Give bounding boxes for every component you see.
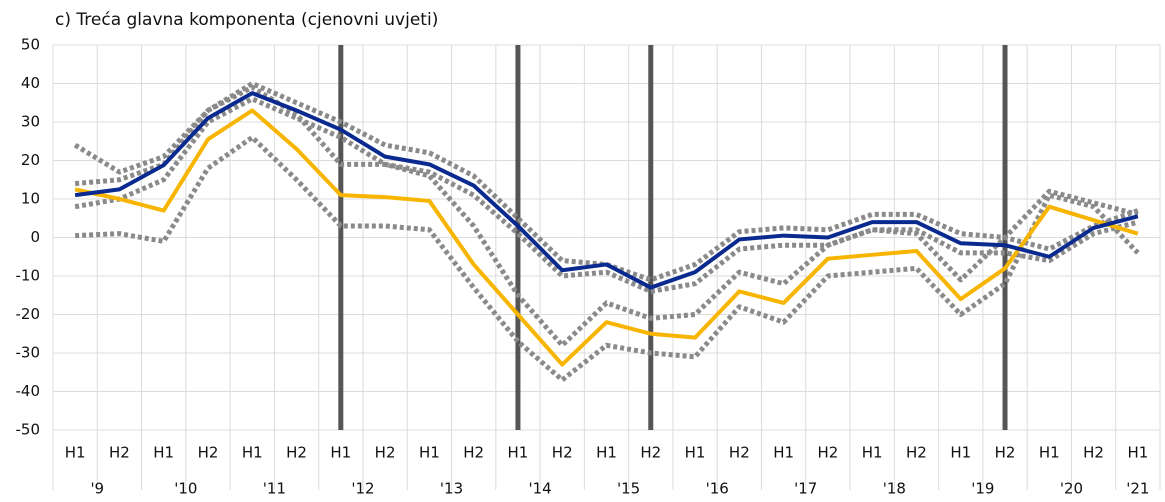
y-tick-label: -50	[16, 421, 41, 439]
series-line	[74, 84, 1139, 348]
x-tick-label: H2	[906, 444, 927, 462]
y-tick-label: -40	[16, 382, 41, 400]
x-group-label: '17	[794, 480, 817, 498]
x-tick-label: H2	[109, 444, 130, 462]
x-tick-label: H2	[286, 444, 307, 462]
x-tick-label: H1	[685, 444, 706, 462]
x-tick-label: H2	[729, 444, 750, 462]
x-tick-label: H1	[419, 444, 440, 462]
x-tick-label: H1	[153, 444, 174, 462]
x-group-label: '21	[1126, 480, 1149, 498]
x-tick-label: H1	[1039, 444, 1060, 462]
x-group-label: '15	[617, 480, 640, 498]
series-line	[73, 81, 1139, 283]
x-tick-label: H2	[463, 444, 484, 462]
y-tick-label: -30	[16, 344, 41, 362]
x-tick-label: H1	[950, 444, 971, 462]
chart-title: c) Treća glavna komponenta (cjenovni uvj…	[55, 10, 438, 30]
x-group-label: '18	[883, 480, 906, 498]
y-tick-label: 20	[21, 151, 40, 169]
y-tick-label: 40	[21, 74, 40, 92]
x-tick-label: H1	[330, 444, 351, 462]
x-group-label: '9	[90, 480, 104, 498]
x-group-label: '19	[971, 480, 994, 498]
y-tick-label: 50	[21, 36, 40, 54]
x-tick-label: H2	[995, 444, 1016, 462]
y-tick-label: 0	[30, 228, 40, 246]
x-tick-label: H1	[596, 444, 617, 462]
series-line	[75, 134, 1140, 383]
x-tick-label: H2	[817, 444, 838, 462]
y-tick-label: 30	[21, 113, 40, 131]
x-tick-label: H1	[862, 444, 883, 462]
x-group-label: '20	[1060, 480, 1083, 498]
x-group-label: '10	[174, 480, 197, 498]
x-tick-label: H1	[65, 444, 86, 462]
x-tick-label: H2	[198, 444, 219, 462]
x-group-label: '16	[706, 480, 729, 498]
x-tick-label: H2	[552, 444, 573, 462]
x-tick-label: H2	[375, 444, 396, 462]
x-group-label: '13	[440, 480, 463, 498]
x-tick-label: H1	[508, 444, 529, 462]
series-line	[74, 108, 1139, 367]
x-tick-label: H1	[1127, 444, 1148, 462]
series-line	[74, 91, 1139, 290]
x-tick-label: H1	[773, 444, 794, 462]
x-tick-label: H2	[1083, 444, 1104, 462]
x-group-label: '14	[528, 480, 551, 498]
series-line	[74, 96, 1139, 294]
y-tick-label: -10	[16, 267, 41, 285]
x-tick-label: H2	[640, 444, 661, 462]
x-group-label: '11	[263, 480, 286, 498]
y-tick-label: -20	[16, 305, 41, 323]
x-group-label: '12	[351, 480, 374, 498]
y-tick-label: 10	[21, 190, 40, 208]
x-tick-label: H1	[242, 444, 263, 462]
